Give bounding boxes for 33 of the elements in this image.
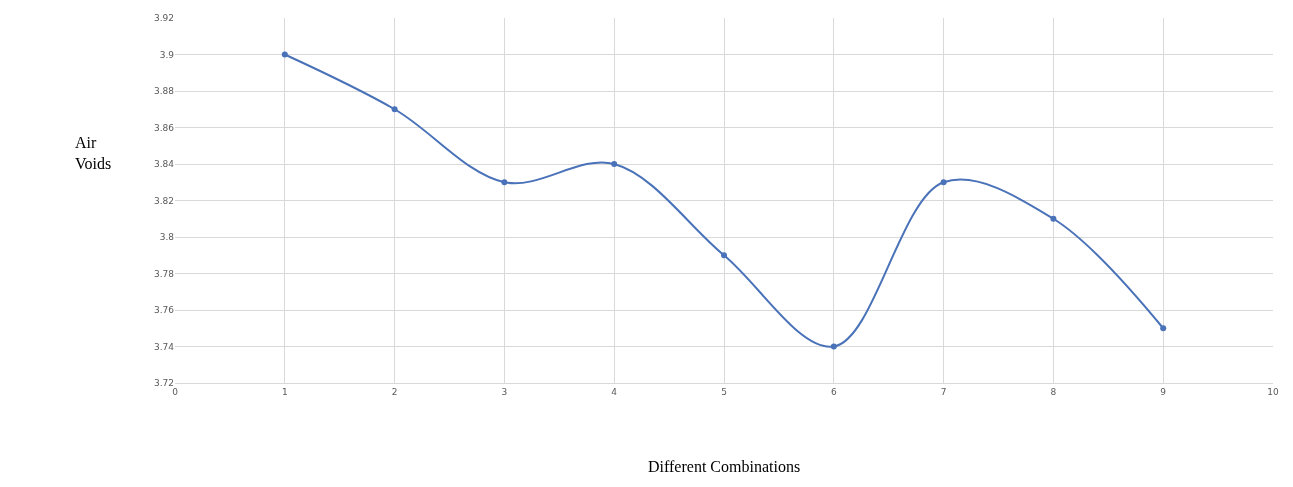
y-tick-label: 3.9 bbox=[159, 49, 175, 60]
x-tick-label: 9 bbox=[1160, 386, 1167, 397]
point bbox=[830, 343, 837, 350]
x-tick-label: 7 bbox=[940, 386, 947, 397]
y-axis-title: Air Voids bbox=[75, 134, 112, 172]
point bbox=[1050, 215, 1057, 222]
x-tick-label: 3 bbox=[501, 386, 508, 397]
x-tick-label: 1 bbox=[281, 386, 288, 397]
x-tick-label: 4 bbox=[611, 386, 618, 397]
y-tick-label: 3.74 bbox=[153, 341, 175, 352]
point bbox=[721, 252, 727, 259]
point bbox=[281, 51, 288, 58]
point bbox=[1160, 325, 1167, 332]
x-tick-label: 10 bbox=[1267, 386, 1279, 397]
point bbox=[501, 179, 508, 186]
x-tick-label: 6 bbox=[830, 386, 837, 397]
x-tick-label: 0 bbox=[172, 386, 179, 397]
x-tick-label: 8 bbox=[1050, 386, 1057, 397]
y-tick-label: 3.82 bbox=[153, 195, 174, 206]
y-tick-label: 3.84 bbox=[153, 159, 175, 170]
y-tick-label: 3.72 bbox=[153, 378, 174, 389]
y-tick-label: 3.8 bbox=[159, 232, 175, 243]
x-tick-label: 2 bbox=[391, 386, 398, 397]
y-tick-label: 3.92 bbox=[153, 13, 174, 24]
point bbox=[940, 179, 947, 186]
y-tick-label: 3.78 bbox=[153, 268, 175, 279]
y-tick-label: 3.86 bbox=[153, 122, 175, 133]
x-tick-label: 5 bbox=[721, 386, 727, 397]
y-tick-label: 3.88 bbox=[153, 86, 175, 97]
point bbox=[611, 161, 618, 167]
x-axis-title: Different Combinations bbox=[648, 458, 801, 475]
point bbox=[391, 106, 398, 113]
y-tick-label: 3.76 bbox=[153, 305, 175, 316]
